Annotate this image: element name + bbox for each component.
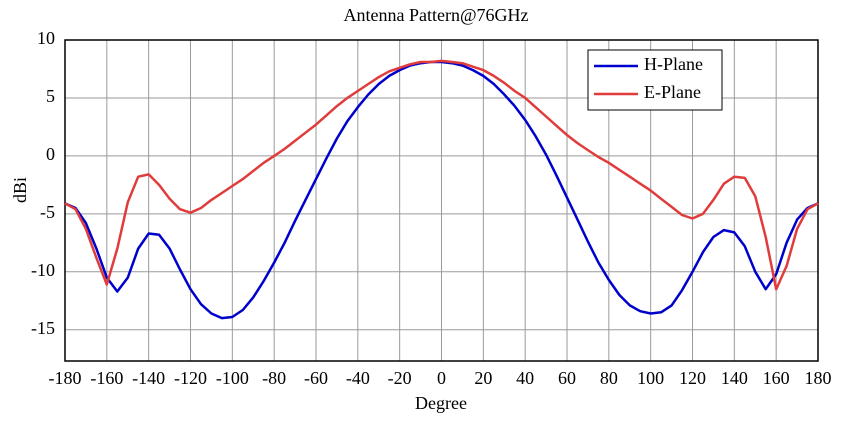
x-tick-label: 40 [516,368,534,388]
chart-title: Antenna Pattern@76GHz [343,5,528,25]
x-tick-label: 160 [763,368,790,388]
x-axis-label: Degree [415,393,467,413]
legend-label: E-Plane [644,82,701,102]
x-tick-label: -120 [174,368,207,388]
y-axis-label: dBi [10,177,30,203]
data-line [64,59,819,291]
x-tick-label: -40 [346,368,370,388]
x-tick-label: -100 [216,368,249,388]
y-tick-label: 0 [46,144,55,164]
y-tick-label: -5 [40,202,55,222]
x-tick-label: 20 [474,368,492,388]
x-tick-label: -20 [388,368,412,388]
x-tick-label: 180 [805,368,832,388]
y-tick-label: -15 [31,318,55,338]
x-tick-label: 100 [637,368,664,388]
x-tick-label: 0 [437,368,446,388]
y-tick-label: 10 [37,28,55,48]
x-tick-label: 120 [679,368,706,388]
legend-box [587,49,723,111]
x-tick-label: -140 [132,368,165,388]
x-tick-label: 140 [721,368,748,388]
x-tick-label: -60 [304,368,328,388]
y-tick-label: -10 [31,260,55,280]
x-tick-label: 80 [600,368,618,388]
legend-label: H-Plane [644,54,703,74]
x-tick-label: -180 [49,368,82,388]
x-tick-label: -160 [90,368,123,388]
x-tick-label: -80 [262,368,286,388]
x-tick-label: 60 [558,368,576,388]
plot-frame [64,39,819,362]
y-tick-label: 5 [46,86,55,106]
